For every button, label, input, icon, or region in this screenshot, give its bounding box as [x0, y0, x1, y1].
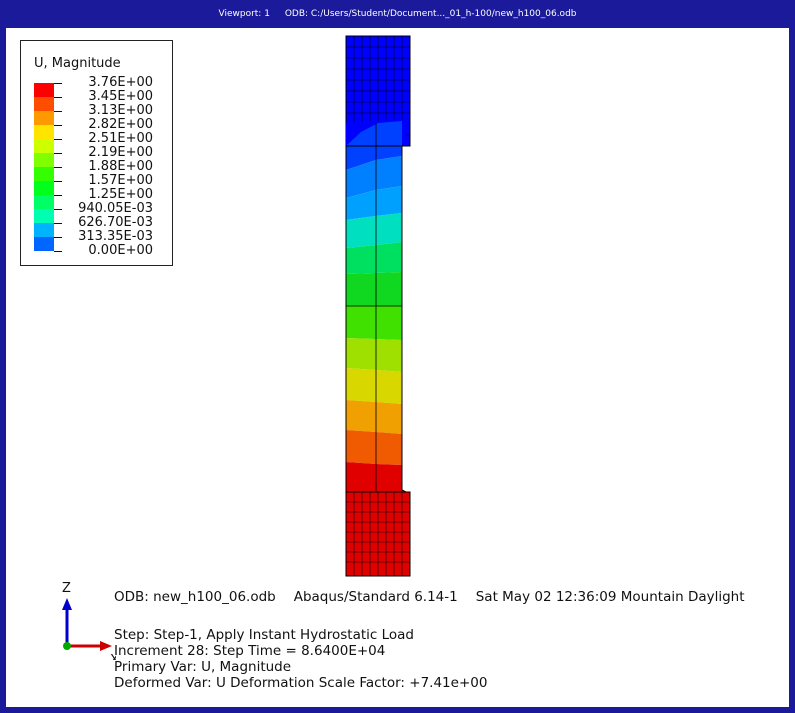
- triad-x-label: X: [110, 653, 116, 660]
- legend-value: 0.00E+00: [88, 243, 153, 258]
- legend-value: 626.70E-03: [78, 215, 153, 230]
- legend-tick: [54, 111, 62, 112]
- legend-swatch: [34, 111, 54, 125]
- legend-swatch: [34, 195, 54, 209]
- info-step: Step: Step-1, Apply Instant Hydrostatic …: [114, 627, 415, 643]
- legend-tick: [54, 181, 62, 182]
- legend-tick: [54, 167, 62, 168]
- info-solver: Abaqus/Standard 6.14-1: [293, 589, 458, 605]
- info-odb: ODB: new_h100_06.odb: [114, 589, 276, 605]
- legend-title: U, Magnitude: [34, 56, 121, 71]
- legend-value: 313.35E-03: [78, 229, 153, 244]
- legend-swatch: [34, 153, 54, 167]
- legend-swatch: [34, 223, 54, 237]
- viewport-title-bar: Viewport: 1 ODB: C:/Users/Student/Docume…: [0, 0, 795, 28]
- legend-swatch: [34, 237, 54, 251]
- legend-swatch: [34, 83, 54, 97]
- info-deformed-var: Deformed Var: U Deformation Scale Factor…: [114, 675, 488, 691]
- legend-tick: [54, 97, 62, 98]
- coordinate-triad: Z X: [62, 581, 116, 660]
- legend-value: 3.45E+00: [88, 89, 153, 104]
- legend-swatch: [34, 97, 54, 111]
- legend-swatch: [34, 125, 54, 139]
- contour-legend: U, Magnitude 3.76E+00 3.45E+00 3.13E+00 …: [20, 40, 173, 266]
- gauge-section-contours: [345, 120, 411, 495]
- viewport-canvas[interactable]: U, Magnitude 3.76E+00 3.45E+00 3.13E+00 …: [6, 28, 789, 707]
- legend-value: 2.19E+00: [88, 145, 153, 160]
- legend-swatch: [34, 209, 54, 223]
- legend-tick: [54, 139, 62, 140]
- legend-swatch: [34, 181, 54, 195]
- legend-value: 2.51E+00: [88, 131, 153, 146]
- legend-value: 940.05E-03: [78, 201, 153, 216]
- legend-tick: [54, 125, 62, 126]
- viewport-label: Viewport: 1: [218, 9, 270, 19]
- legend-tick: [54, 209, 62, 210]
- triad-z-label: Z: [62, 581, 71, 596]
- legend-value: 1.25E+00: [88, 187, 153, 202]
- legend-tick: [54, 195, 62, 196]
- legend-swatch: [34, 139, 54, 153]
- legend-value: 1.88E+00: [88, 159, 153, 174]
- bottom-grip-mesh: [345, 491, 411, 577]
- legend-tick: [54, 153, 62, 154]
- legend-tick: [54, 83, 62, 84]
- legend-swatch: [34, 167, 54, 181]
- legend-tick: [54, 237, 62, 238]
- legend-value: 3.76E+00: [88, 75, 153, 90]
- legend-value: 1.57E+00: [88, 173, 153, 188]
- info-date: Sat May 02 12:36:09 Mountain Daylight: [475, 589, 745, 605]
- legend-tick: [54, 223, 62, 224]
- info-primary-var: Primary Var: U, Magnitude: [114, 659, 292, 675]
- legend-tick: [54, 251, 62, 252]
- odb-path: ODB: C:/Users/Student/Document..._01_h-1…: [284, 9, 577, 19]
- legend-value: 2.82E+00: [88, 117, 153, 132]
- fe-model-contour-plot[interactable]: [6, 28, 789, 588]
- legend-value: 3.13E+00: [88, 103, 153, 118]
- info-increment: Increment 28: Step Time = 8.6400E+04: [114, 643, 386, 659]
